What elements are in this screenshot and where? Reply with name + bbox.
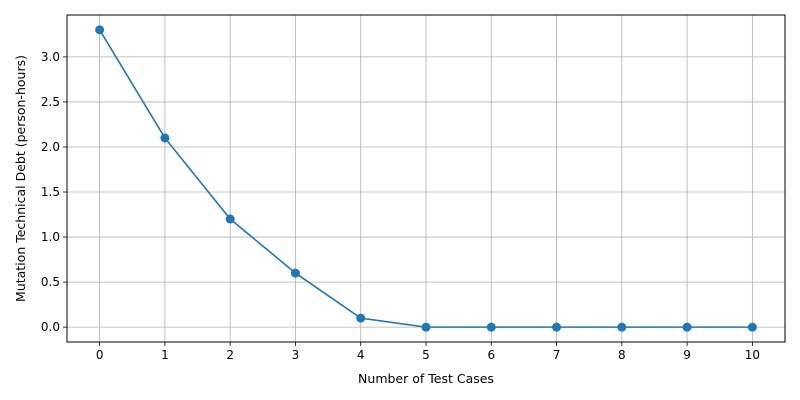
data-point <box>486 322 496 332</box>
data-point <box>617 322 627 332</box>
data-point <box>552 322 562 332</box>
x-tick-label: 7 <box>553 348 561 362</box>
y-tick-label: 0.0 <box>41 320 60 334</box>
data-point <box>421 322 431 332</box>
x-tick-label: 3 <box>292 348 300 362</box>
data-point <box>160 133 170 143</box>
x-axis-label: Number of Test Cases <box>358 371 494 386</box>
y-tick-label: 1.0 <box>41 230 60 244</box>
y-tick-label: 3.0 <box>41 50 60 64</box>
series-layer <box>95 25 757 332</box>
x-tick-label: 6 <box>487 348 495 362</box>
y-tick-label: 2.5 <box>41 95 60 109</box>
y-tick-label: 2.0 <box>41 140 60 154</box>
x-tick-label: 1 <box>161 348 169 362</box>
x-tick-label: 10 <box>745 348 760 362</box>
data-point <box>95 25 105 35</box>
x-tick-label: 9 <box>683 348 691 362</box>
x-tick-label: 4 <box>357 348 365 362</box>
data-point <box>747 322 757 332</box>
data-point <box>682 322 692 332</box>
x-tick-label: 8 <box>618 348 626 362</box>
data-point <box>356 313 366 323</box>
x-tick-label: 5 <box>422 348 430 362</box>
data-point <box>225 214 235 224</box>
y-axis-ticks: 0.0 0.5 1.0 1.5 2.0 2.5 3.0 <box>41 50 67 334</box>
x-tick-label: 0 <box>96 348 104 362</box>
grid <box>67 15 785 342</box>
y-tick-label: 0.5 <box>41 275 60 289</box>
x-tick-label: 2 <box>226 348 234 362</box>
x-axis-ticks: 0 1 2 3 4 5 6 7 8 9 10 <box>96 342 760 362</box>
y-tick-label: 1.5 <box>41 185 60 199</box>
y-axis-label: Mutation Technical Debt (person-hours) <box>13 55 28 302</box>
data-point <box>290 268 300 278</box>
